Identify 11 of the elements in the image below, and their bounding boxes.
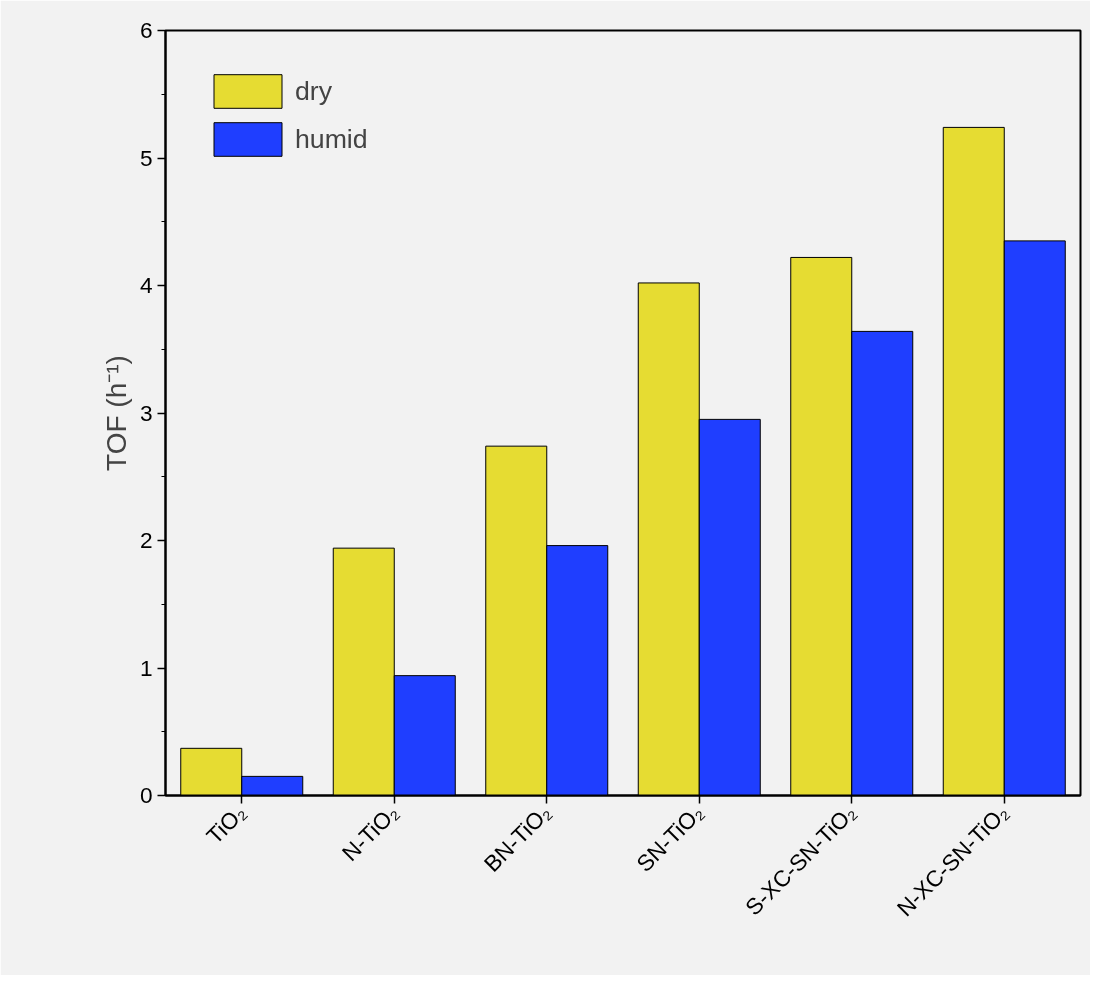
legend-label: dry <box>295 75 333 107</box>
y-tick-label: 1 <box>139 654 153 681</box>
x-tick-label: TiO₂ <box>201 799 251 850</box>
y-tick-label: 2 <box>139 527 153 553</box>
y-axis-title: TOF (h⁻¹) <box>100 355 132 471</box>
y-tick-label: 0 <box>139 782 153 808</box>
y-tick-label: 6 <box>139 17 153 43</box>
y-tick-label: 4 <box>139 272 153 298</box>
y-tick-label: 5 <box>139 144 153 171</box>
legend-label: humid <box>295 123 368 155</box>
y-tick-label: 3 <box>139 399 153 426</box>
